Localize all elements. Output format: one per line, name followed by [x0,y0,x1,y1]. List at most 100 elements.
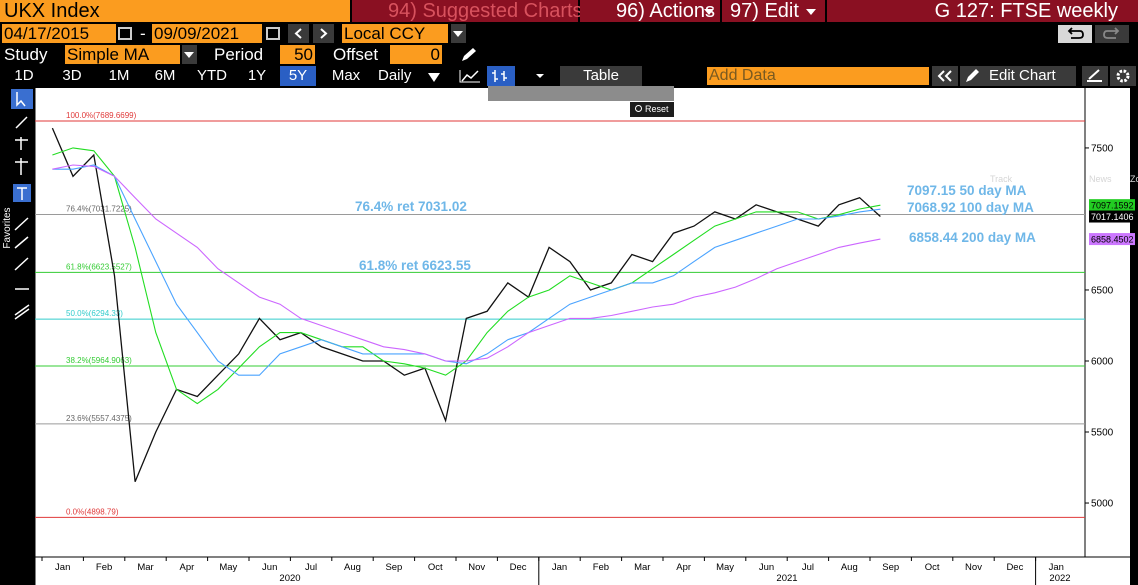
calendar-icon[interactable] [266,27,280,40]
currency-dropdown[interactable] [451,24,466,43]
prev-button[interactable] [288,24,309,43]
range-button[interactable]: Max [331,67,361,84]
next-button[interactable] [313,24,334,43]
tool-pointer[interactable] [11,89,33,109]
price-tag [1089,233,1135,246]
fib-label: 61.8%(6623.5527) [66,262,132,271]
reset-icon [635,105,642,112]
ray-tool[interactable] [14,257,29,271]
range-button[interactable]: 1M [108,67,130,84]
frequency-menu[interactable]: Daily [372,66,444,86]
study-field[interactable]: Simple MA [65,45,180,64]
plot-background [35,88,1130,585]
chart-type-icons[interactable] [456,66,556,86]
edit-menu[interactable]: 97) Edit [722,0,825,22]
line-tool[interactable] [15,116,28,129]
redo-icon [1103,27,1120,39]
edit-chart-button[interactable] [960,66,1076,86]
calendar-icon[interactable] [118,27,132,40]
undo-button[interactable] [1058,25,1092,43]
study-dropdown[interactable] [182,45,197,64]
edit-tools[interactable] [932,66,1138,86]
tool-item[interactable]: News [1089,174,1112,184]
step-buttons[interactable] [288,24,336,43]
range-button[interactable]: 1Y [247,67,267,84]
page-title: G 127: FTSE weekly [827,0,1138,22]
range-button[interactable]: 6M [154,67,176,84]
dropdown-arrow [428,73,440,82]
channel-tool[interactable] [14,236,29,249]
end-date[interactable]: 09/09/2021 [152,24,262,43]
y-tick-label: 6000 [1091,356,1114,367]
price-tag-label: 6858.4502 [1091,235,1134,245]
security-field[interactable]: UKX Index [0,0,350,22]
trend-tool[interactable] [14,217,29,231]
dropdown-arrow[interactable] [536,74,544,78]
year-label: 2021 [776,573,797,584]
suggested-charts[interactable]: 94) Suggested Charts [352,0,583,22]
fib-label: 76.4%(7031.7225) [66,204,132,213]
price-tag [1089,210,1135,223]
fib-tool[interactable] [15,137,28,150]
text-tool [17,187,27,200]
annotation: 7068.92 100 day MA [907,200,1034,215]
tool-item[interactable]: Track [990,174,1013,184]
bar-chart-icon [492,70,507,82]
x-tick-label: Mar [634,562,650,573]
fib-time-tool[interactable] [15,158,28,175]
favorites-label: Favorites [2,207,13,248]
annotation: 7097.15 50 day MA [907,183,1027,198]
x-tick-label: Aug [841,562,858,573]
currency-field[interactable]: Local CCY [342,24,448,43]
line-chart-icon[interactable] [461,70,479,82]
range-button[interactable]: 5Y [280,66,316,86]
offset-field[interactable]: 0 [390,45,442,64]
annotation: 6858.44 200 day MA [909,230,1036,245]
x-tick-label: Dec [510,562,527,573]
add-data-field[interactable]: Add Data [707,67,929,85]
settings-button[interactable] [1110,66,1136,86]
range-button[interactable]: 3D [62,67,82,84]
offset-label: Offset [333,45,379,64]
x-tick-label: Nov [965,562,982,573]
drawing-tools [11,89,33,320]
x-tick-label: Jul [802,562,814,573]
range-button[interactable]: YTD [197,67,227,84]
eraser-tool[interactable] [14,304,30,320]
dropdown-arrow [453,31,463,37]
start-date[interactable]: 04/17/2015 [2,24,116,43]
fib-label: 100.0%(7689.6699) [66,111,137,120]
undo-redo[interactable] [1058,25,1130,43]
study-label: Study [4,45,48,64]
fib-label: 50.0%(6294.33) [66,309,123,318]
table-button[interactable]: Table [560,66,642,86]
period-label: Period [214,45,264,64]
x-tick-label: Jan [552,562,567,573]
step-arrows [294,28,328,39]
price-tag-label: 7017.1406 [1091,212,1134,222]
price-tag-label: 7097.1592 [1091,201,1134,211]
edit-chart-text[interactable]: Edit Chart [989,67,1056,84]
x-tick-label: Sep [385,562,402,573]
draw-button[interactable] [1082,66,1108,86]
x-tick-label: Oct [428,562,443,573]
x-tick-label: Jan [55,562,70,573]
reset-button[interactable]: Reset [630,102,674,117]
edit-pencil [966,69,979,82]
x-tick-label: Mar [137,562,153,573]
price-tag [1089,199,1135,212]
actions-text: 96) Actions [616,0,715,22]
fib-label: 0.0%(4898.79) [66,507,119,516]
range-button[interactable]: 1D [14,67,34,84]
bar-chart-icon-bg[interactable] [487,66,515,86]
redo-button[interactable] [1095,25,1129,43]
collapse-icon [937,70,952,82]
tool-item[interactable]: Zoom [1130,174,1138,184]
tool-item[interactable]: Annotate [1032,174,1069,184]
annotation: 76.4% ret 7031.02 [355,199,467,214]
actions-menu[interactable]: 96) Actions [580,0,720,22]
period-field[interactable]: 50 [280,45,315,64]
y-tick-label: 6500 [1091,285,1114,296]
pencil-icon[interactable] [458,46,478,64]
